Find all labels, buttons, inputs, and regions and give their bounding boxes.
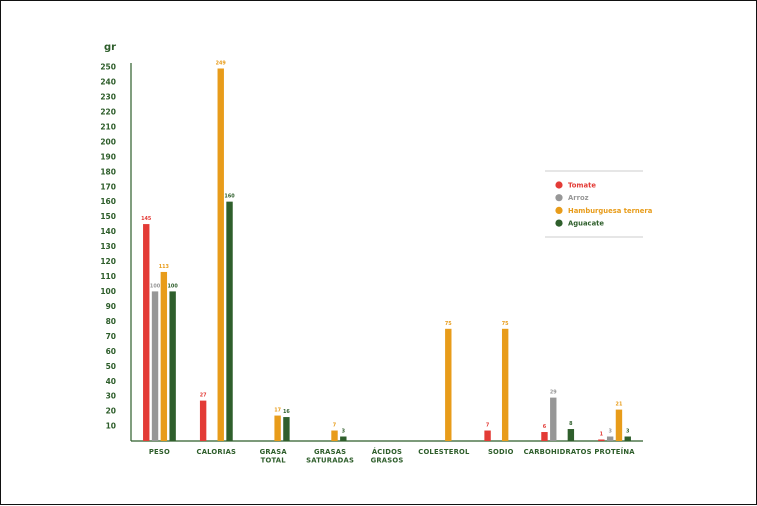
x-category-label: ÁCIDOS	[372, 447, 402, 456]
y-tick-label: 10	[106, 422, 116, 431]
bar-arroz	[550, 397, 557, 441]
data-label: 3	[608, 429, 612, 435]
legend-label: Arroz	[568, 194, 589, 202]
y-tick-label: 210	[100, 122, 116, 131]
bar-arroz	[151, 291, 159, 441]
legend-swatch	[555, 194, 563, 202]
x-category-label: GRASA	[260, 448, 288, 456]
x-category-label: PESO	[149, 448, 170, 456]
y-tick-label: 60	[106, 347, 116, 356]
y-tick-label: 120	[100, 257, 116, 266]
data-label: 27	[200, 393, 207, 399]
data-label: 8	[569, 421, 573, 427]
bar-hamburguesa-ternera	[501, 328, 509, 441]
data-label: 249	[216, 60, 227, 66]
y-tick-label: 150	[100, 212, 116, 221]
bar-hamburguesa-ternera	[274, 415, 281, 441]
bar-hamburguesa-ternera	[217, 68, 224, 441]
legend-label: Aguacate	[568, 220, 604, 228]
data-label: 145	[141, 216, 152, 222]
data-label: 21	[616, 402, 623, 408]
y-tick-label: 20	[106, 407, 116, 416]
bar-tomate	[484, 430, 491, 441]
x-category-label: SODIO	[488, 448, 514, 456]
y-unit-label: gr	[104, 42, 116, 53]
y-tick-label: 100	[100, 287, 116, 296]
bar-aguacate	[283, 417, 290, 441]
y-tick-label: 70	[106, 332, 116, 341]
data-label: 29	[550, 390, 557, 396]
y-tick-label: 130	[100, 242, 116, 251]
data-label: 160	[224, 194, 235, 200]
x-category-label: COLESTEROL	[418, 448, 470, 456]
data-label: 17	[274, 408, 281, 414]
bar-aguacate	[567, 429, 575, 441]
x-category-label: GRASOS	[371, 457, 404, 465]
x-category-label: GRASAS	[314, 448, 346, 456]
y-tick-label: 80	[106, 317, 116, 326]
bar-hamburguesa-ternera	[331, 430, 338, 441]
y-tick-label: 170	[100, 182, 116, 191]
data-label: 100	[168, 283, 179, 289]
bar-tomate	[541, 432, 548, 441]
y-tick-label: 30	[106, 392, 116, 401]
bar-hamburguesa-ternera	[615, 409, 623, 441]
bar-arroz	[606, 436, 614, 441]
x-category-label: PROTEÍNA	[594, 447, 635, 456]
legend-swatch	[555, 206, 563, 214]
y-tick-label: 90	[106, 302, 116, 311]
y-tick-label: 240	[100, 78, 116, 87]
bar-aguacate	[226, 201, 233, 441]
y-tick-label: 190	[100, 152, 116, 161]
bar-tomate	[143, 224, 150, 441]
legend-label: Tomate	[568, 181, 596, 189]
data-label: 6	[543, 424, 547, 430]
legend-label: Hamburguesa ternera	[568, 207, 653, 215]
data-label: 3	[342, 429, 346, 435]
bar-hamburguesa-ternera	[160, 271, 168, 441]
y-tick-label: 220	[100, 107, 116, 116]
legend-swatch	[555, 181, 563, 189]
bar-tomate	[199, 400, 207, 441]
bar-aguacate	[340, 436, 347, 441]
legend-swatch	[555, 219, 563, 227]
data-label: 16	[283, 409, 290, 415]
bar-aguacate	[624, 436, 631, 441]
y-tick-label: 180	[100, 167, 116, 176]
y-tick-label: 40	[106, 377, 116, 386]
y-tick-label: 110	[100, 272, 116, 281]
data-label: 7	[333, 423, 337, 429]
bar-hamburguesa-ternera	[445, 328, 452, 441]
data-label: 1	[600, 432, 604, 438]
x-category-label: TOTAL	[261, 457, 287, 465]
bar-tomate	[598, 439, 605, 441]
x-category-label: CARBOHIDRATOS	[524, 448, 592, 456]
y-tick-label: 160	[100, 197, 116, 206]
data-label: 7	[486, 423, 490, 429]
data-label: 3	[626, 429, 630, 435]
y-tick-label: 50	[106, 362, 116, 371]
data-label: 75	[502, 321, 509, 327]
data-label: 100	[150, 283, 161, 289]
y-tick-label: 250	[100, 63, 116, 72]
data-label: 113	[159, 264, 170, 270]
data-label: 75	[445, 321, 452, 327]
bar-aguacate	[169, 291, 176, 441]
x-category-label: CALORIAS	[197, 448, 237, 456]
x-category-label: SATURADAS	[306, 457, 354, 465]
y-tick-label: 140	[100, 227, 116, 236]
y-tick-label: 230	[100, 93, 116, 102]
y-tick-label: 200	[100, 137, 116, 146]
